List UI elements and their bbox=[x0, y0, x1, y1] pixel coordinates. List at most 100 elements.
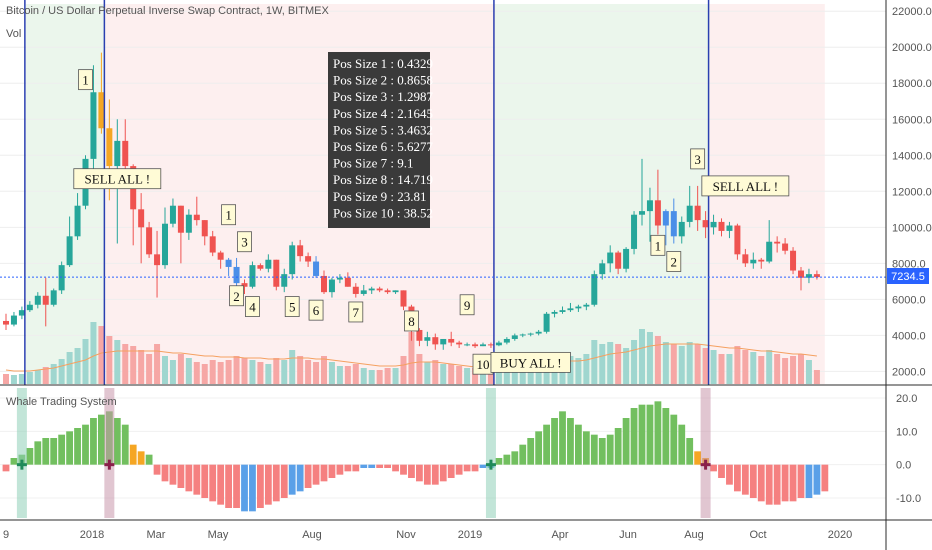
volume-bar bbox=[718, 354, 725, 384]
candle-body bbox=[249, 265, 256, 287]
candle-body bbox=[440, 338, 447, 345]
volume-bar bbox=[257, 362, 264, 384]
position-size-line: Pos Size 4 : 2.1645 bbox=[333, 106, 433, 121]
annotation-label: 10 bbox=[477, 357, 490, 372]
oscillator-bar bbox=[789, 464, 797, 502]
candle-body bbox=[400, 290, 407, 307]
volume-bar bbox=[241, 358, 248, 384]
candle-body bbox=[321, 275, 327, 293]
volume-bar bbox=[734, 346, 741, 384]
time-tick-label: Apr bbox=[551, 529, 568, 541]
oscillator-bar bbox=[82, 424, 89, 465]
volume-bar bbox=[432, 360, 439, 384]
candle-body bbox=[678, 221, 685, 237]
price-tick-label: 22000.0 bbox=[892, 6, 932, 18]
candle-body bbox=[58, 265, 65, 291]
candle-body bbox=[193, 214, 200, 221]
candle-body bbox=[742, 254, 749, 264]
oscillator-bar bbox=[400, 464, 407, 475]
oscillator-bar bbox=[773, 464, 781, 505]
volume-bar bbox=[328, 362, 335, 384]
volume-bar bbox=[766, 350, 773, 384]
time-tick-label: 2020 bbox=[828, 529, 852, 541]
volume-bar bbox=[26, 372, 33, 384]
candle-body bbox=[813, 274, 820, 278]
annotation-box bbox=[666, 251, 682, 272]
candle-body bbox=[297, 245, 304, 257]
candle-body bbox=[702, 220, 709, 228]
candle-body bbox=[805, 274, 812, 278]
oscillator-bar bbox=[288, 464, 296, 495]
volume-bar bbox=[114, 340, 121, 384]
candle-body bbox=[281, 274, 288, 287]
volume-bar bbox=[726, 354, 733, 384]
candle-body bbox=[313, 261, 320, 276]
oscillator-bar bbox=[455, 464, 463, 475]
position-size-line: Pos Size 5 : 3.4632 bbox=[333, 122, 433, 137]
annotation-label: 1 bbox=[225, 208, 232, 223]
candle-body bbox=[615, 252, 622, 269]
volume-bar bbox=[50, 364, 57, 384]
candle-body bbox=[726, 225, 733, 231]
volume-bar bbox=[464, 368, 471, 384]
oscillator-bar bbox=[535, 431, 543, 465]
volume-bar bbox=[623, 348, 630, 384]
oscillator-bar bbox=[169, 464, 177, 485]
volume-bar bbox=[130, 346, 137, 384]
annotation-label: 9 bbox=[464, 298, 471, 313]
oscillator-bar bbox=[781, 464, 789, 502]
time-tick-label: 9 bbox=[3, 529, 9, 541]
volume-bar bbox=[750, 352, 757, 384]
oscillator-bar bbox=[58, 434, 66, 465]
annotation-label: SELL ALL ! bbox=[713, 179, 778, 194]
volume-bar bbox=[646, 332, 653, 384]
candle-body bbox=[432, 337, 439, 345]
candle-body bbox=[798, 270, 804, 278]
zone-sell bbox=[105, 4, 495, 384]
time-tick-label: Aug bbox=[684, 529, 704, 541]
annotation-box bbox=[701, 175, 790, 197]
candle-body bbox=[758, 259, 765, 262]
oscillator-bar bbox=[90, 418, 97, 465]
oscillator-bar bbox=[726, 464, 733, 485]
oscillator-bar bbox=[718, 464, 725, 478]
zone-buy bbox=[494, 4, 710, 384]
volume-bar bbox=[639, 329, 645, 384]
volume-bar bbox=[34, 370, 41, 384]
annotation-label: 2 bbox=[671, 255, 678, 270]
candle-body bbox=[511, 335, 518, 339]
volume-bar bbox=[281, 360, 288, 384]
oscillator-bar bbox=[137, 451, 145, 465]
annotation-label: 4 bbox=[249, 300, 256, 315]
volume-bar bbox=[686, 342, 693, 384]
volume-bar bbox=[480, 368, 486, 384]
position-size-line: Pos Size 10 : 38.52 bbox=[333, 205, 433, 220]
volume-bar bbox=[368, 370, 375, 384]
price-tag-label: 7234.5 bbox=[891, 271, 925, 283]
oscillator-axis-ticks: 20.0 10.0 0.0 -10.0 bbox=[896, 393, 921, 505]
oscillator-bar bbox=[439, 464, 447, 482]
candle-body bbox=[766, 241, 773, 262]
candle-body bbox=[146, 227, 153, 255]
candle-body bbox=[424, 337, 431, 341]
candle-body bbox=[487, 344, 494, 346]
oscillator-bar bbox=[121, 424, 129, 465]
position-size-line: Pos Size 6 : 5.6277 bbox=[333, 139, 434, 154]
candle-body bbox=[10, 315, 17, 325]
candle-body bbox=[352, 286, 359, 294]
candle-body bbox=[42, 295, 49, 305]
candle-body bbox=[336, 277, 343, 280]
candle-body bbox=[98, 92, 105, 129]
time-tick-label: 2018 bbox=[80, 529, 104, 541]
volume-bar bbox=[313, 362, 320, 384]
candle-body bbox=[154, 254, 161, 266]
oscillator-bar bbox=[503, 454, 511, 465]
oscillator-bar bbox=[42, 438, 50, 465]
volume-bar bbox=[233, 356, 240, 384]
oscillator-bar bbox=[34, 441, 42, 465]
oscillator-bar bbox=[336, 464, 344, 475]
volume-bar bbox=[813, 370, 820, 384]
volume-bar bbox=[631, 340, 638, 384]
candle-body bbox=[607, 252, 614, 264]
